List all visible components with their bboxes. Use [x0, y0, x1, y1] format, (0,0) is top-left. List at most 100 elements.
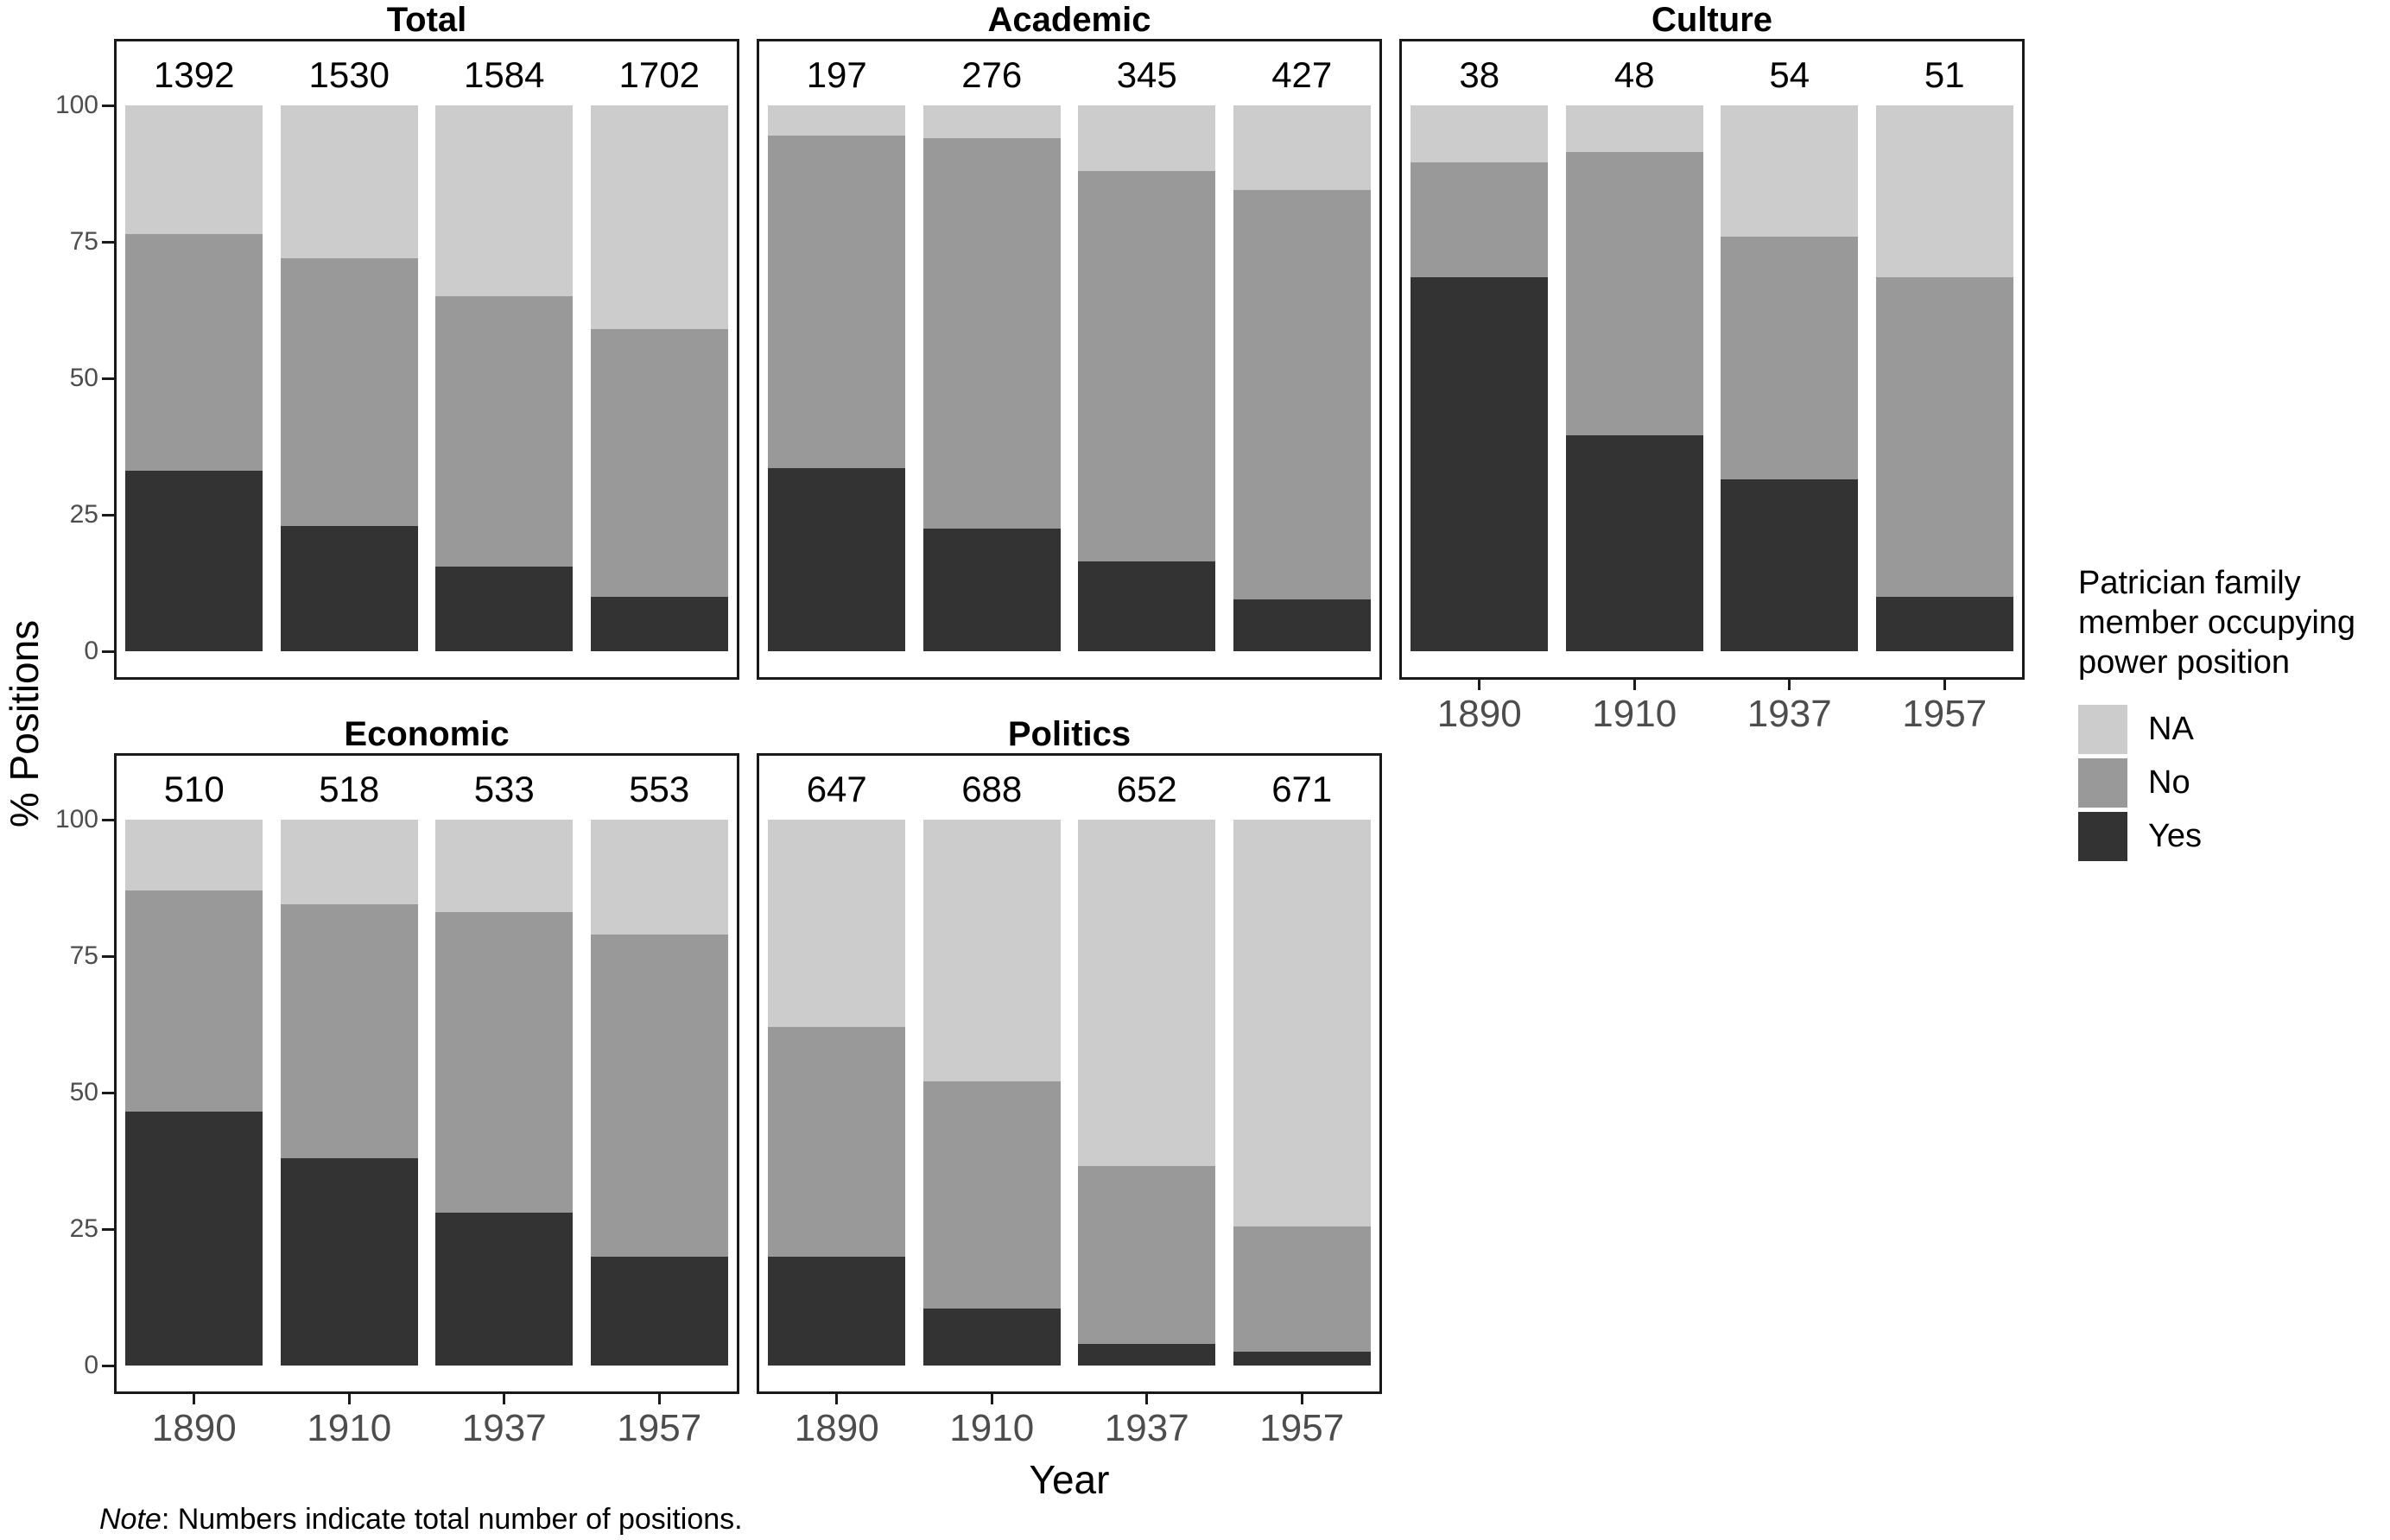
bar-segment-yes — [768, 1256, 906, 1366]
y-tick-mark — [102, 104, 114, 107]
panel-total: 1392 1530 1584 1702 — [114, 39, 739, 680]
bar-segment-na — [280, 820, 418, 904]
x-tick-label: 1890 — [1436, 693, 1522, 735]
bar-count: 1584 — [464, 54, 545, 95]
bar-segment-yes — [1078, 1343, 1216, 1366]
bar-segment-yes — [1078, 561, 1216, 651]
note-prefix: Note — [99, 1503, 162, 1536]
bar-count: 1392 — [154, 54, 235, 95]
legend-label: NA — [2148, 711, 2194, 747]
bar-segment-no — [590, 934, 728, 1257]
bar-segment-no — [1078, 170, 1216, 561]
bar-segment-no — [125, 890, 263, 1112]
y-axis-title: % Positions — [2, 619, 47, 828]
bar-count: 510 — [163, 769, 225, 809]
x-tick-mark — [835, 1394, 839, 1404]
y-tick-mark — [102, 650, 114, 653]
y-tick-mark — [102, 377, 114, 380]
x-tick-label: 1957 — [1259, 1407, 1345, 1449]
bar-segment-no — [435, 912, 574, 1214]
bar-count: 518 — [319, 769, 380, 809]
bar-segment-no — [922, 1081, 1061, 1309]
y-tick-label: 50 — [69, 1078, 98, 1106]
x-tick-mark — [1943, 680, 1946, 690]
bar-count: 671 — [1271, 769, 1333, 809]
y-tick-label: 100 — [54, 805, 98, 833]
stacked-bar — [590, 105, 728, 651]
x-tick-label: 1937 — [1104, 1407, 1189, 1449]
bar-segment-na — [1233, 820, 1371, 1226]
bar-segment-na — [1078, 105, 1216, 171]
y-tick-mark — [102, 1364, 114, 1367]
legend-title: power position — [2078, 644, 2291, 681]
panel-culture: 38 48 54 51 — [1399, 39, 2025, 680]
bar-segment-no — [1078, 1166, 1216, 1344]
panel-title-academic: Academic — [987, 1, 1151, 39]
y-tick-mark — [102, 1091, 114, 1094]
bar-count: 652 — [1116, 769, 1177, 809]
bar-count: 688 — [961, 769, 1023, 809]
panel-economic: 510 518 533 553 — [114, 753, 739, 1394]
x-tick-mark — [1632, 680, 1636, 690]
x-tick-mark — [193, 1394, 196, 1404]
bar-segment-na — [435, 820, 574, 913]
panel-title-economic: Economic — [344, 715, 510, 753]
bar-segment-no — [280, 903, 418, 1158]
bar-count: 533 — [473, 769, 535, 809]
bar-segment-na — [922, 105, 1061, 138]
legend-label: Yes — [2148, 818, 2202, 854]
legend-swatch-no — [2078, 758, 2127, 808]
bar-segment-no — [435, 296, 574, 567]
bar-segment-na — [1721, 105, 1859, 237]
legend-entry-na: NA — [2078, 705, 2389, 754]
bar-count: 427 — [1271, 54, 1333, 95]
bar-segment-na — [435, 105, 574, 297]
bar-segment-yes — [768, 468, 906, 651]
x-tick-label: 1957 — [617, 1407, 702, 1449]
bar-segment-na — [1411, 105, 1549, 163]
bar-count: 345 — [1116, 54, 1177, 95]
legend-title: member occupying — [2078, 605, 2356, 641]
bar-segment-no — [590, 329, 728, 597]
bar-count: 197 — [806, 54, 867, 95]
bar-segment-no — [768, 1027, 906, 1257]
bar-segment-na — [922, 820, 1061, 1082]
bar-segment-na — [125, 820, 263, 891]
panel-politics: 647 688 652 671 — [757, 753, 1382, 1394]
x-tick-label: 1937 — [461, 1407, 547, 1449]
stacked-bar — [125, 820, 263, 1366]
bar-segment-yes — [435, 567, 574, 651]
x-tick-mark — [1145, 1394, 1149, 1404]
bar-count: 38 — [1459, 54, 1500, 95]
legend-swatch-na — [2078, 705, 2127, 754]
legend-entries: NA No Yes — [2078, 705, 2389, 861]
y-tick-mark — [102, 240, 114, 244]
bar-count: 553 — [629, 769, 690, 809]
bar-segment-na — [768, 105, 906, 136]
bar-segment-yes — [1721, 478, 1859, 651]
y-tick-label: 25 — [69, 500, 98, 529]
x-tick-label: 1910 — [949, 1407, 1035, 1449]
bar-segment-yes — [1411, 277, 1549, 651]
bar-count: 1530 — [308, 54, 390, 95]
bar-count: 276 — [961, 54, 1023, 95]
stacked-bar — [1411, 105, 1549, 651]
y-tick-mark — [102, 513, 114, 517]
y-tick-label: 75 — [69, 941, 98, 970]
bar-segment-na — [1565, 105, 1703, 152]
bar-segment-na — [768, 820, 906, 1028]
panel-academic: 197 276 345 427 — [757, 39, 1382, 680]
stacked-bar — [125, 105, 263, 651]
panel-title-politics: Politics — [1007, 715, 1132, 753]
x-tick-mark — [1300, 1394, 1303, 1404]
y-tick-mark — [102, 818, 114, 821]
x-axis-title: Year — [1029, 1457, 1110, 1502]
bar-count: 54 — [1769, 54, 1810, 95]
bar-segment-yes — [125, 1112, 263, 1366]
bar-count: 48 — [1613, 54, 1655, 95]
legend-entry-yes: Yes — [2078, 812, 2389, 861]
x-tick-label: 1937 — [1747, 693, 1832, 735]
stacked-bar — [768, 105, 906, 651]
legend-label: No — [2148, 764, 2190, 801]
stacked-bar — [280, 820, 418, 1366]
